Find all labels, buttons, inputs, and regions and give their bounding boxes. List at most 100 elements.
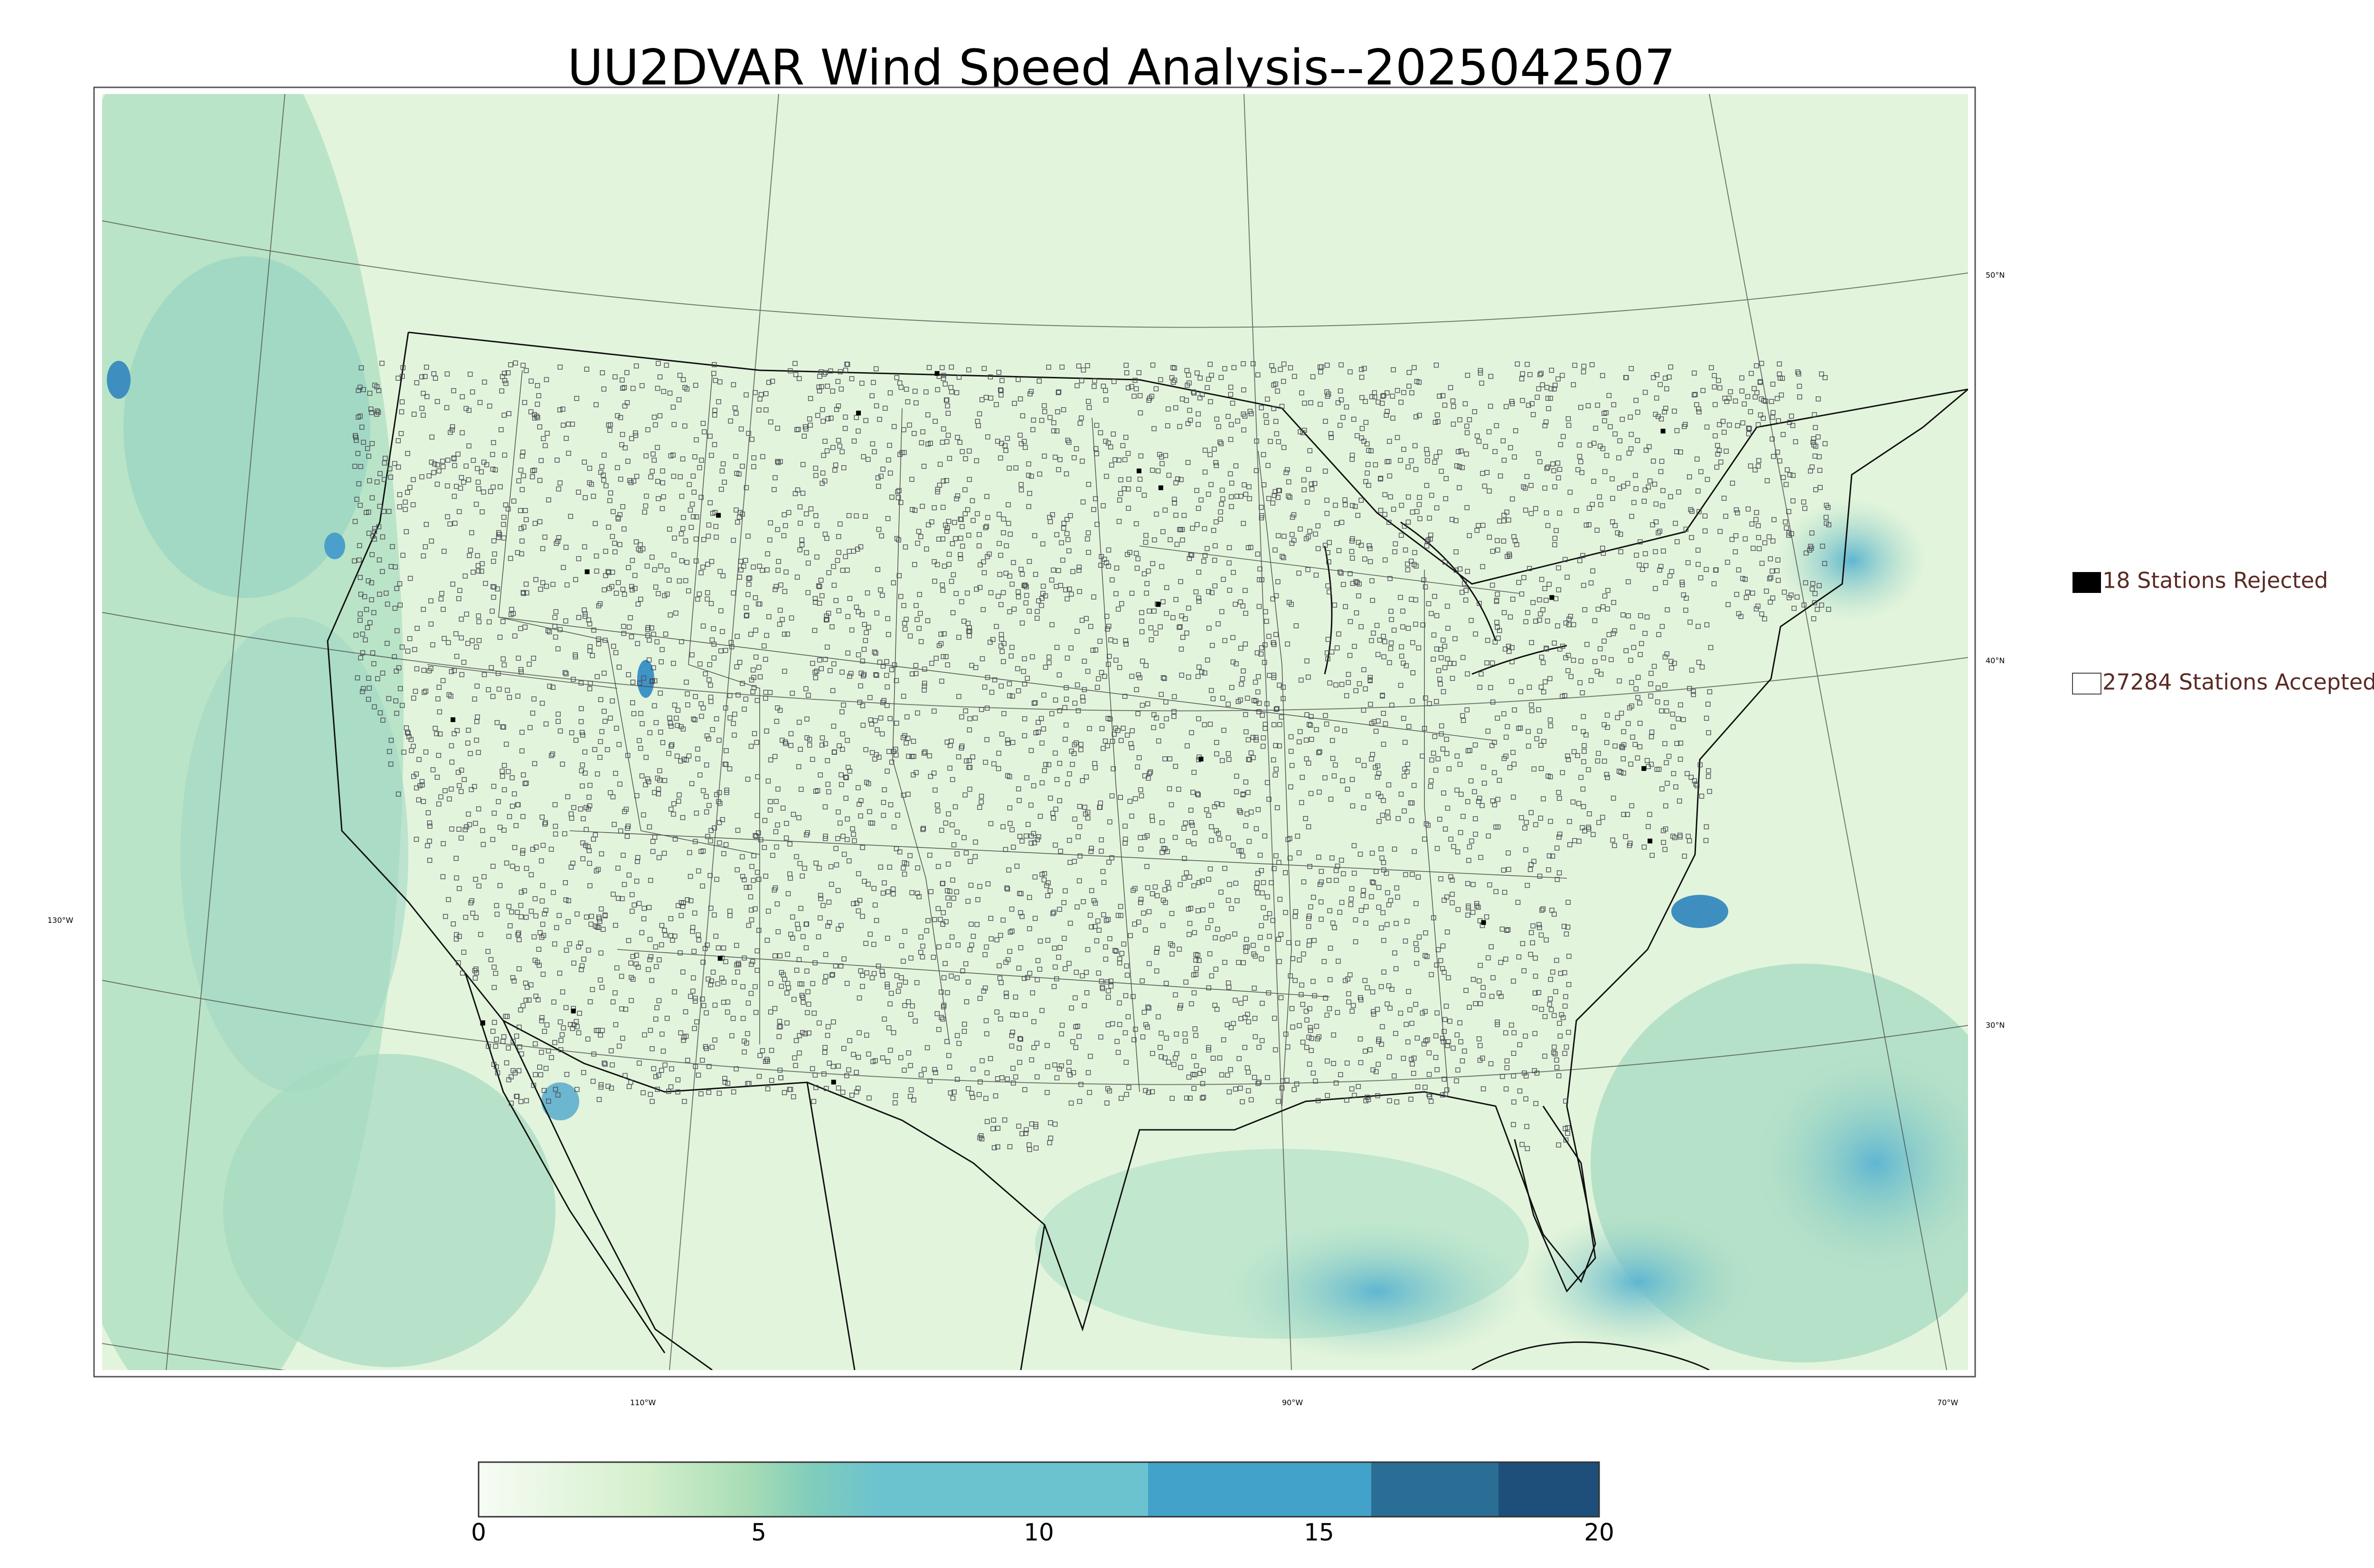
station-accepted — [825, 416, 831, 422]
station-accepted — [1553, 989, 1558, 995]
station-accepted — [630, 909, 635, 914]
station-accepted — [1610, 476, 1615, 481]
station-accepted — [810, 981, 815, 986]
station-accepted — [1547, 1002, 1552, 1007]
station-accepted — [1374, 1069, 1379, 1074]
station-accepted — [1750, 591, 1755, 596]
station-accepted — [745, 534, 751, 539]
station-accepted — [856, 609, 861, 615]
station-accepted — [474, 683, 480, 689]
station-accepted — [1146, 1089, 1151, 1095]
station-accepted — [1670, 712, 1676, 717]
station-accepted — [1160, 529, 1166, 535]
station-accepted — [1005, 1076, 1010, 1082]
station-accepted — [1589, 362, 1595, 367]
station-accepted — [1095, 918, 1101, 924]
station-accepted — [1225, 701, 1231, 707]
station-accepted — [639, 383, 645, 388]
station-accepted — [1159, 820, 1165, 826]
station-accepted — [680, 726, 686, 732]
station-accepted — [1417, 516, 1423, 521]
station-accepted — [1045, 893, 1050, 899]
station-accepted — [1187, 1096, 1193, 1101]
station-accepted — [562, 670, 568, 676]
station-accepted — [1365, 441, 1370, 447]
station-accepted — [1422, 836, 1427, 842]
station-accepted — [1362, 366, 1367, 371]
station-accepted — [1234, 773, 1239, 779]
station-accepted — [1477, 796, 1482, 801]
station-accepted — [1168, 537, 1173, 543]
station-accepted — [1207, 866, 1213, 872]
station-accepted — [1305, 499, 1310, 505]
station-accepted — [1454, 788, 1460, 793]
station-accepted — [504, 1060, 509, 1066]
station-accepted — [1432, 734, 1438, 739]
station-accepted — [1099, 726, 1105, 732]
station-accepted — [1477, 1058, 1483, 1063]
station-accepted — [1505, 927, 1511, 932]
station-accepted — [1278, 995, 1284, 1000]
station-accepted — [979, 1136, 985, 1142]
station-accepted — [1297, 1023, 1302, 1028]
station-accepted — [1009, 929, 1015, 934]
station-accepted — [1556, 1073, 1562, 1079]
station-accepted — [1391, 507, 1396, 512]
station-accepted — [1489, 994, 1495, 999]
station-accepted — [846, 513, 852, 518]
station-accepted — [1115, 913, 1121, 918]
station-accepted — [1642, 630, 1648, 636]
station-accepted — [1401, 660, 1406, 666]
station-accepted — [1089, 924, 1094, 930]
station-accepted — [1272, 489, 1278, 494]
station-accepted — [611, 644, 616, 649]
station-accepted — [460, 430, 465, 435]
station-accepted — [775, 459, 780, 464]
station-accepted — [1273, 632, 1279, 637]
station-accepted — [1605, 588, 1611, 593]
station-accepted — [1803, 550, 1809, 556]
station-accepted — [760, 1048, 765, 1053]
station-accepted — [1691, 692, 1696, 697]
station-accepted — [822, 979, 828, 985]
station-accepted — [1498, 960, 1504, 965]
station-accepted — [1017, 1045, 1022, 1051]
station-accepted — [450, 582, 455, 587]
station-accepted — [764, 567, 770, 573]
station-accepted — [882, 1016, 887, 1022]
station-accepted — [1495, 592, 1500, 597]
station-accepted — [1611, 796, 1616, 801]
station-accepted — [421, 391, 426, 396]
station-accepted — [856, 428, 861, 434]
station-accepted — [606, 570, 612, 575]
station-accepted — [719, 976, 725, 981]
station-accepted — [1139, 793, 1144, 798]
station-accepted — [443, 914, 448, 919]
station-accepted — [1212, 583, 1218, 589]
station-accepted — [579, 768, 584, 773]
station-accepted — [1227, 588, 1233, 593]
station-accepted — [1266, 990, 1272, 995]
station-accepted — [1398, 791, 1404, 797]
station-accepted — [358, 611, 363, 617]
station-accepted — [1721, 496, 1727, 501]
station-accepted — [1319, 917, 1324, 922]
station-accepted — [858, 683, 863, 689]
station-accepted — [1674, 428, 1680, 433]
station-accepted — [596, 636, 602, 642]
station-accepted — [660, 1048, 666, 1054]
station-accepted — [941, 426, 946, 432]
station-accepted — [804, 511, 809, 516]
station-accepted — [1243, 712, 1248, 717]
station-accepted — [1473, 831, 1478, 837]
station-accepted — [731, 721, 736, 726]
station-accepted — [1016, 377, 1021, 382]
station-accepted — [1118, 904, 1123, 909]
station-accepted — [1056, 672, 1062, 678]
station-accepted — [1733, 398, 1738, 404]
station-accepted — [533, 913, 538, 919]
station-accepted — [1033, 1145, 1039, 1151]
station-accepted — [500, 724, 505, 730]
station-accepted — [1145, 701, 1150, 706]
station-accepted — [905, 999, 911, 1005]
